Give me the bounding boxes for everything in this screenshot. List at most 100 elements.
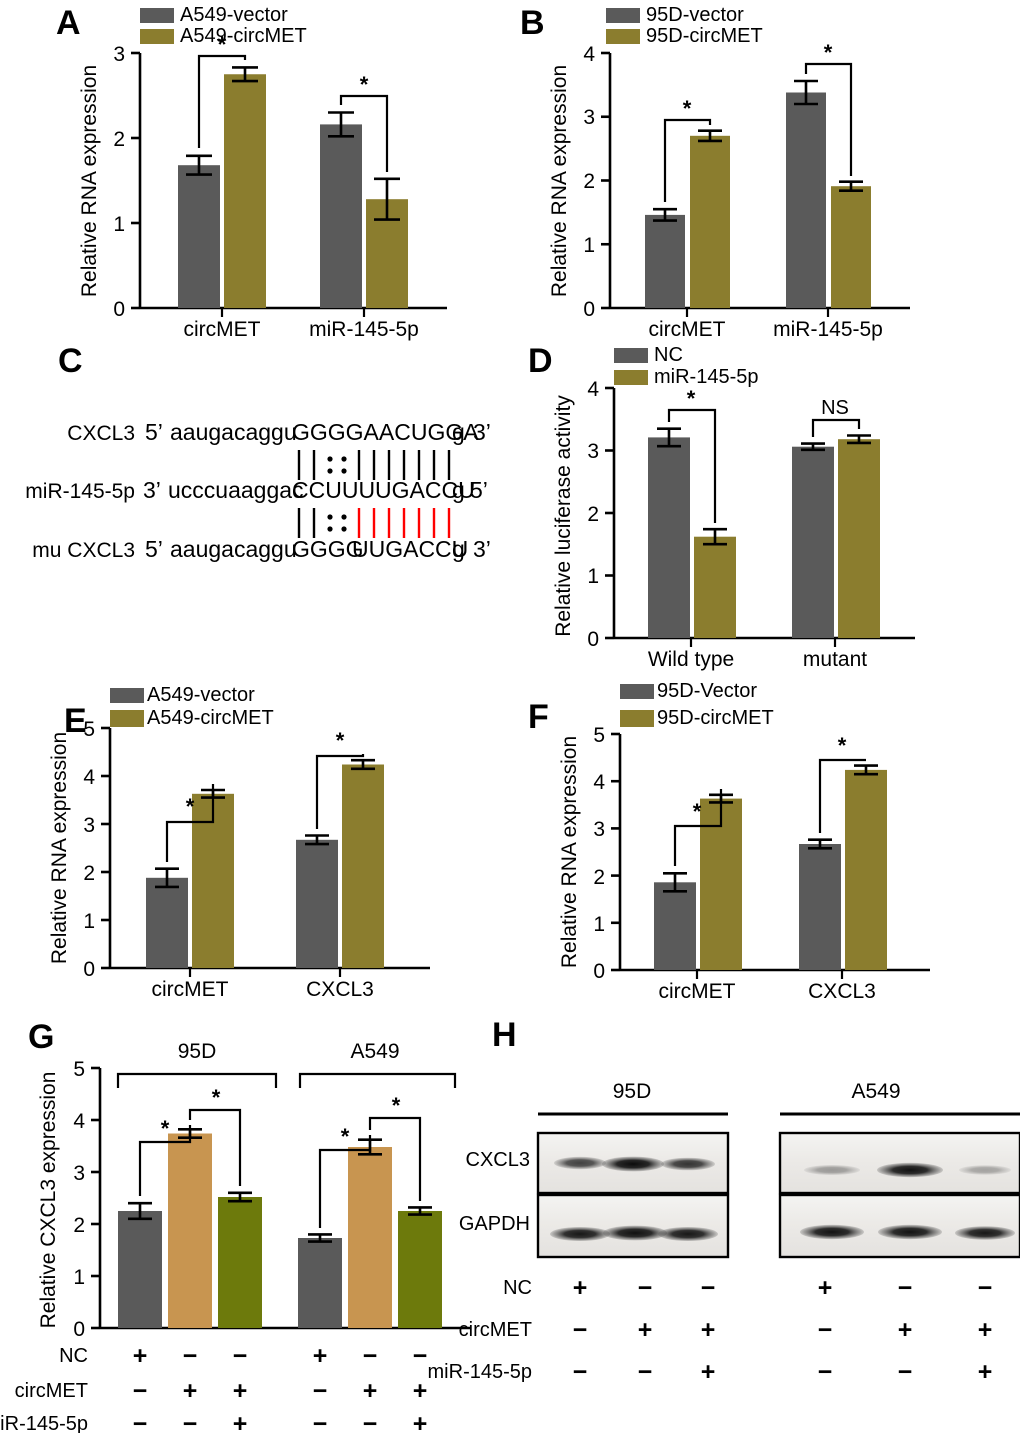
error-bars-b — [653, 79, 863, 222]
seq-core2-mu: UUGACCU — [352, 536, 468, 562]
sig-bracket-e-2 — [315, 754, 365, 829]
error-bars-d — [657, 427, 871, 546]
condition-sign-g-circmet-6: + — [413, 1377, 428, 1405]
ytick-label-d-3: 3 — [587, 440, 599, 463]
sig-bracket-g-3 — [318, 1135, 372, 1228]
ytick-label-b-4: 4 — [583, 43, 595, 66]
panel-h: 95D A549 CXCL3 GAPDH — [428, 1030, 1020, 1410]
y-axis-label-d: Relative luciferase activity — [552, 395, 575, 637]
ytick-label-b-2: 2 — [583, 170, 595, 193]
ytick-label-g-4: 4 — [73, 1110, 85, 1133]
seq-three-prime-cxcl3: 3’ — [473, 419, 491, 445]
sig-star-g-3: * — [341, 1124, 350, 1149]
condition-sign-g-nc-2: − — [183, 1342, 198, 1370]
condition-sign-g-mir-4: − — [313, 1410, 328, 1433]
panel-b: 95D-vector 95D-circMET 0 1 2 3 4 Relativ… — [510, 0, 1020, 341]
ytick-label-a-2: 2 — [113, 128, 125, 151]
x-category-d-0: Wild type — [648, 648, 734, 671]
sig-bracket-a-2 — [339, 94, 389, 172]
legend-label-f-2: 95D-circMET — [657, 707, 774, 729]
bar-b-g1-vector — [645, 214, 685, 308]
sig-bracket-b-1 — [663, 118, 712, 202]
panel-e-chart: A549-vector A549-circMET 0 1 2 3 4 5 Rel… — [48, 684, 430, 1001]
sig-star-g-4: * — [392, 1093, 401, 1118]
condition-sign-g-circmet-1: − — [133, 1377, 148, 1405]
blot-condition-sign-circmet-2: + — [638, 1316, 653, 1344]
ytick-label-f-4: 4 — [593, 771, 605, 794]
ytick-label-d-1: 1 — [587, 565, 599, 588]
seq-three-prime-mu: 3’ — [473, 536, 491, 562]
blot-bands-gapdh-95d — [550, 1225, 718, 1241]
bar-a-g2-vector — [320, 124, 362, 309]
sig-star-f-1: * — [693, 799, 702, 824]
bar-b-g1-circmet — [690, 135, 730, 308]
bar-a-g1-circmet — [224, 74, 266, 308]
ytick-label-e-0: 0 — [83, 958, 95, 981]
condition-sign-g-mir-2: − — [183, 1410, 198, 1433]
error-bars-f — [663, 764, 878, 893]
panel-d-chart: NC miR-145-5p 0 1 2 3 4 Relative lucifer… — [552, 344, 915, 671]
pairing-dots-top — [327, 456, 347, 474]
sig-star-e-2: * — [336, 728, 345, 753]
x-category-e-1: CXCL3 — [306, 978, 374, 1001]
ytick-label-g-5: 5 — [73, 1058, 85, 1081]
x-category-a-1: miR-145-5p — [309, 318, 419, 341]
sig-star-b-1: * — [683, 96, 692, 121]
panel-f: 95D-Vector 95D-circMET 0 1 2 3 4 5 Relat… — [510, 680, 1020, 1008]
blot-condition-sign-mir-6: + — [978, 1358, 993, 1386]
seq-left-mu: aaugacaggu — [170, 536, 297, 562]
panel-h-blot: 95D A549 CXCL3 GAPDH — [428, 1080, 1020, 1386]
ytick-label-d-4: 4 — [587, 378, 599, 401]
bar-f-g2-vector — [799, 844, 841, 970]
blot-condition-sign-nc-4: + — [818, 1274, 833, 1302]
ytick-label-g-1: 1 — [73, 1266, 85, 1289]
ytick-label-f-0: 0 — [593, 960, 605, 983]
blot-condition-sign-circmet-5: + — [898, 1316, 913, 1344]
error-bars-a — [186, 66, 400, 221]
legend-label-b-2: 95D-circMET — [646, 25, 763, 47]
seq-five-prime-mu: 5’ — [145, 536, 163, 562]
blot-condition-sign-nc-3: − — [701, 1274, 716, 1302]
condition-sign-g-mir-1: − — [133, 1410, 148, 1433]
legend-swatch-a-2 — [140, 29, 174, 44]
blot-bands-gapdh-a549 — [800, 1224, 1015, 1240]
ytick-label-b-0: 0 — [583, 298, 595, 321]
seq-core-mu: GGGG — [292, 536, 364, 562]
legend-label-a-2: A549-circMET — [180, 25, 307, 47]
legend-swatch-a-1 — [140, 8, 174, 23]
group-bracket-g-a549 — [298, 1072, 457, 1088]
x-category-d-1: mutant — [803, 648, 867, 671]
seq-three-prime-mir: 3’ — [143, 477, 161, 503]
ytick-label-a-0: 0 — [113, 298, 125, 321]
legend-swatch-d-2 — [614, 370, 648, 385]
legend-label-d-1: NC — [654, 344, 683, 366]
seq-core-cxcl3: GGGGAACUGGA — [292, 419, 479, 445]
pairing-bars-bottom-red — [357, 508, 451, 538]
sig-star-d-1: * — [687, 386, 696, 411]
panel-b-chart: 95D-vector 95D-circMET 0 1 2 3 4 Relativ… — [548, 4, 910, 341]
ytick-label-f-1: 1 — [593, 913, 605, 936]
condition-sign-g-nc-5: − — [363, 1342, 378, 1370]
bar-a-g1-vector — [178, 165, 220, 308]
sig-star-b-2: * — [824, 40, 833, 65]
x-category-b-0: circMET — [649, 318, 726, 341]
legend-label-d-2: miR-145-5p — [654, 366, 758, 388]
panel-g: 95D A549 0 1 2 3 4 5 Relative CXCL3 expr… — [0, 1030, 500, 1433]
blot-condition-sign-mir-4: − — [818, 1358, 833, 1386]
seq-left-mir: ucccuaaggac — [168, 477, 304, 503]
pairing-bars-bottom-black — [297, 508, 316, 538]
pairing-dots-bottom — [327, 514, 347, 532]
bar-g-95d-nc — [118, 1211, 162, 1328]
bar-e-g1-vector — [146, 877, 188, 968]
seq-name-mu-cxcl3: mu CXCL3 — [32, 539, 135, 562]
sig-star-f-2: * — [838, 733, 847, 758]
condition-sign-g-mir-6: + — [413, 1410, 428, 1433]
y-axis-label-e: Relative RNA expression — [48, 732, 71, 964]
bar-f-g2-circmet — [845, 769, 887, 970]
ytick-label-g-0: 0 — [73, 1318, 85, 1341]
panel-e: A549-vector A549-circMET 0 1 2 3 4 5 Rel… — [0, 684, 510, 1008]
seq-name-mir: miR-145-5p — [25, 480, 135, 503]
group-title-g-95d: 95D — [178, 1040, 217, 1063]
blot-condition-sign-nc-6: − — [978, 1274, 993, 1302]
bar-g-a549-nc — [298, 1238, 342, 1328]
